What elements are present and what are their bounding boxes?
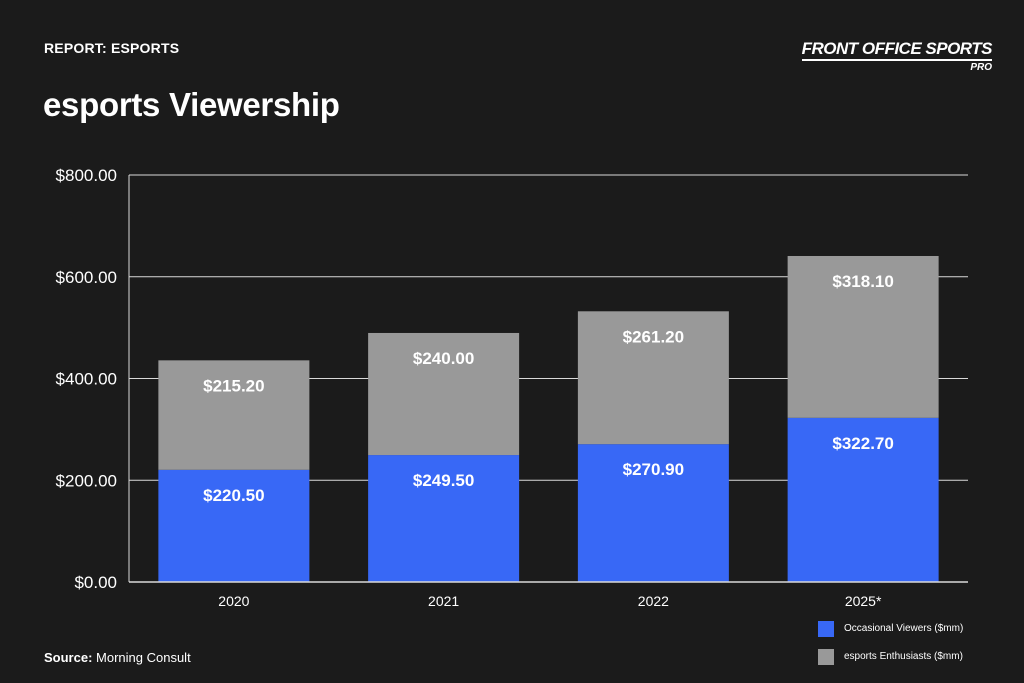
data-label: $322.70 xyxy=(832,434,893,453)
legend-item-enthusiasts: esports Enthusiasts ($mm) xyxy=(818,648,963,665)
legend-swatch-enthusiasts xyxy=(818,648,834,665)
bar-segment xyxy=(577,444,729,582)
legend-label-occasional: Occasional Viewers ($mm) xyxy=(844,623,964,634)
y-tick-label: $600.00 xyxy=(56,268,117,287)
bar-segment xyxy=(368,332,520,456)
bar-segment xyxy=(368,455,520,582)
y-tick-label: $400.00 xyxy=(56,370,117,389)
bar-segment xyxy=(158,469,310,582)
data-label: $215.20 xyxy=(203,376,264,395)
source-value: Morning Consult xyxy=(92,650,191,665)
report-kicker: REPORT: ESPORTS xyxy=(44,40,180,56)
bar-segment xyxy=(787,417,939,582)
legend-swatch-occasional xyxy=(818,620,834,637)
data-label: $261.20 xyxy=(623,327,684,346)
data-label: $270.90 xyxy=(623,460,684,479)
data-label: $249.50 xyxy=(413,471,474,490)
y-tick-label: $0.00 xyxy=(74,573,117,592)
x-tick-label: 2025* xyxy=(845,593,882,609)
brand-logo: FRONT OFFICE SPORTS PRO xyxy=(801,40,993,74)
bar-segment xyxy=(787,255,939,418)
y-tick-label: $800.00 xyxy=(56,166,117,185)
source-label: Source: xyxy=(44,650,93,665)
data-label: $240.00 xyxy=(413,349,474,368)
y-tick-label: $200.00 xyxy=(56,471,117,490)
data-label: $318.10 xyxy=(832,272,893,291)
legend-label-enthusiasts: esports Enthusiasts ($mm) xyxy=(844,651,963,662)
brand-sub: PRO xyxy=(970,62,992,73)
bar-segment xyxy=(158,360,310,470)
legend: Occasional Viewers ($mm) esports Enthusi… xyxy=(818,620,963,676)
x-tick-label: 2020 xyxy=(218,593,249,609)
chart-title: esports Viewership xyxy=(43,86,340,123)
legend-item-occasional: Occasional Viewers ($mm) xyxy=(818,620,963,637)
x-tick-label: 2021 xyxy=(428,593,459,609)
source-note: Source: Morning Consult xyxy=(44,650,191,665)
x-tick-label: 2022 xyxy=(638,593,669,609)
data-label: $220.50 xyxy=(203,486,264,505)
brand-name: FRONT OFFICE SPORTS xyxy=(801,40,993,61)
bar-segment xyxy=(577,311,729,445)
